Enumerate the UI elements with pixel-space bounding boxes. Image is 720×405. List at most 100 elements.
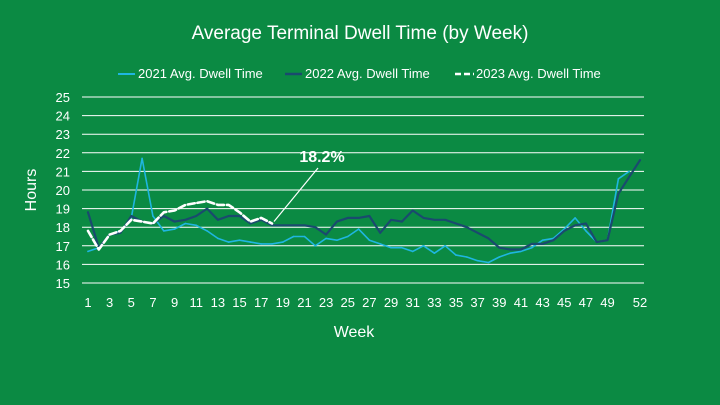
x-tick-label: 11 [189, 295, 203, 310]
series-2022-point [498, 246, 501, 249]
series-2022-point [444, 219, 447, 221]
series-2022-point [401, 220, 403, 223]
legend-item-2023: 2023 Avg. Dwell Time [455, 66, 601, 81]
series-2021-point [379, 243, 382, 245]
series-layer [86, 157, 642, 264]
series-2021-point [574, 217, 576, 219]
series-2021-point [476, 259, 479, 262]
series-2022-point [184, 219, 187, 221]
x-tick-label: 3 [106, 295, 113, 310]
series-2021-point [455, 254, 457, 256]
series-2021-point [206, 230, 208, 232]
y-axis-ticks: 15 16 17 18 19 20 21 22 23 24 25 [56, 90, 70, 291]
y-tick-label: 18 [56, 220, 70, 235]
series-2022-point [314, 226, 317, 228]
annotation-label: 18.2% [299, 149, 344, 166]
series-2021-point [141, 157, 143, 160]
series-2021-point [498, 256, 501, 258]
x-tick-label: 41 [514, 295, 528, 310]
series-2021-point [411, 250, 414, 253]
series-2023-point [119, 230, 122, 232]
series-2023-point [238, 211, 241, 214]
series-2023-point [184, 204, 187, 206]
series-2022-point [476, 232, 479, 234]
series-2021-point [173, 228, 176, 230]
x-tick-label: 45 [557, 295, 571, 310]
series-2021-point [184, 222, 187, 225]
y-tick-label: 24 [56, 109, 70, 124]
series-2021-point [357, 228, 360, 230]
series-2023-point [195, 202, 197, 204]
series-2022-point [217, 219, 219, 221]
x-axis-ticks: 1 3 5 7 9 11 13 15 17 19 21 23 25 27 29 31 33 35 37 39 41 43 4… [84, 295, 647, 310]
series-2021-point [227, 241, 230, 243]
series-2022-point [606, 239, 609, 241]
series-2021 [87, 157, 631, 264]
x-tick-label: 49 [600, 295, 614, 310]
series-2021-point [487, 261, 490, 264]
series-2021-point [217, 237, 219, 240]
y-tick-label: 15 [56, 276, 70, 291]
series-2022-point [368, 215, 371, 217]
y-tick-label: 23 [56, 127, 70, 142]
series-2021-point [401, 246, 403, 249]
legend: 2021 Avg. Dwell Time 2022 Avg. Dwell Tim… [118, 66, 601, 81]
series-2022-point [455, 222, 457, 225]
series-2021-point [282, 241, 284, 243]
series-2021-point [336, 239, 338, 241]
series-2023-point [152, 222, 154, 225]
series-2021-point [520, 250, 522, 253]
series-2022-point [238, 215, 241, 217]
series-2021-point [433, 252, 436, 254]
series-2022-point [173, 220, 176, 223]
series-2021-point [260, 243, 263, 245]
x-tick-label: 31 [405, 295, 419, 310]
series-2021-point [292, 235, 295, 238]
series-2023-point [141, 220, 143, 223]
series-2022-point [249, 222, 252, 225]
series-2023 [86, 199, 274, 251]
series-2023-point [163, 211, 165, 214]
x-tick-label: 15 [232, 295, 246, 310]
y-tick-label: 16 [56, 257, 70, 272]
series-2021-point [617, 178, 620, 180]
y-tick-label: 21 [56, 164, 70, 179]
series-2021-point [390, 246, 392, 249]
series-2022-point [87, 211, 89, 214]
series-2022-point [130, 215, 133, 217]
y-tick-label: 22 [56, 146, 70, 161]
annotation: 18.2% [273, 149, 345, 222]
series-2022-point [520, 248, 522, 251]
series-2022-point [466, 226, 468, 228]
series-2022-point [282, 224, 284, 227]
series-2023-point [98, 248, 100, 251]
series-2023-point [108, 233, 111, 236]
series-2021-point [509, 252, 511, 254]
series-2023-point [87, 230, 89, 232]
series-2021-point [303, 235, 306, 238]
series-2023-point [130, 219, 133, 221]
series-2022-point [325, 233, 327, 236]
series-2021-point [238, 239, 241, 241]
series-2022-point [509, 248, 511, 251]
legend-item-2022: 2022 Avg. Dwell Time [285, 66, 430, 81]
series-2023-point [260, 217, 263, 219]
series-2021-point [531, 246, 533, 249]
x-tick-label: 17 [254, 295, 268, 310]
series-2021-point [541, 239, 544, 241]
series-2022-point [433, 219, 436, 221]
series-2022-point [552, 239, 555, 241]
x-tick-label: 52 [633, 295, 647, 310]
series-2021-point [628, 170, 630, 173]
series-2022-point [617, 192, 620, 195]
x-tick-label: 7 [149, 295, 156, 310]
x-tick-label: 47 [579, 295, 593, 310]
x-tick-label: 37 [470, 295, 484, 310]
x-tick-label: 39 [492, 295, 506, 310]
series-2022-point [357, 217, 360, 219]
series-2022-point [422, 217, 425, 219]
x-tick-label: 9 [171, 295, 178, 310]
series-2022-point [595, 241, 598, 243]
